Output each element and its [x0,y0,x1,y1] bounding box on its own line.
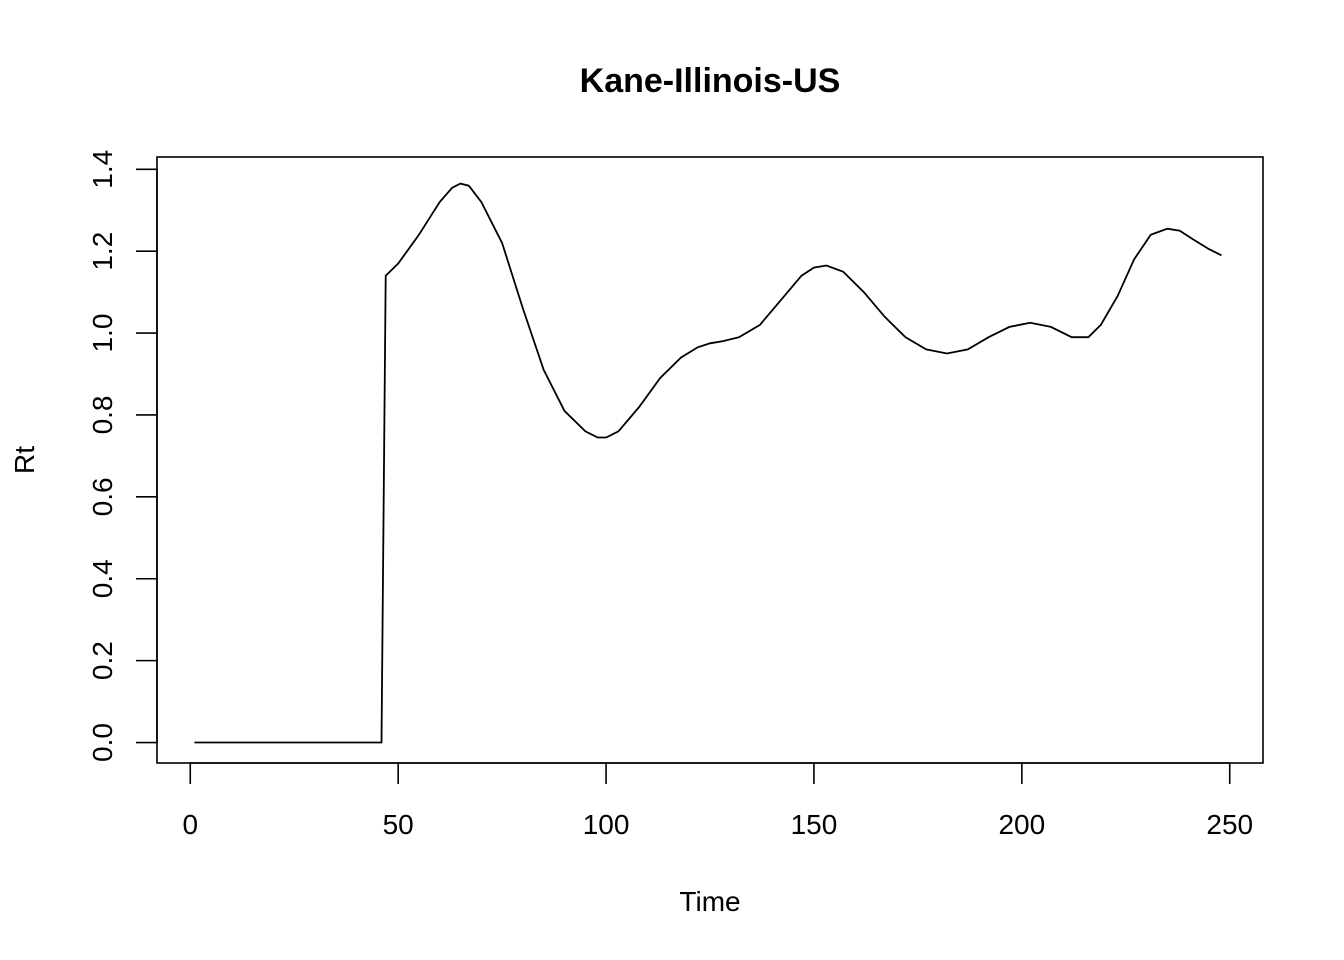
y-tick-label: 0.2 [87,641,118,680]
chart-title: Kane-Illinois-US [580,62,841,100]
y-tick-label: 1.0 [87,314,118,353]
x-axis-label: Time [679,886,740,917]
y-tick-label: 0.4 [87,559,118,598]
y-axis-label: Rt [9,446,40,474]
y-tick-label: 0.0 [87,723,118,762]
x-tick-label: 50 [383,809,414,840]
y-tick-label: 1.2 [87,232,118,271]
x-tick-label: 200 [998,809,1045,840]
x-tick-label: 0 [182,809,198,840]
y-tick-label: 1.4 [87,150,118,189]
x-tick-label: 100 [583,809,630,840]
x-tick-label: 150 [791,809,838,840]
y-tick-label: 0.8 [87,395,118,434]
rt-series-line [194,182,1222,744]
x-axis: 0 50 100 150 200 250 [182,762,1253,840]
plot-frame [156,156,1264,764]
x-tick-label: 250 [1206,809,1253,840]
y-axis: 0.0 0.2 0.4 0.6 0.8 1.0 1.2 1.4 [87,150,158,762]
y-tick-label: 0.6 [87,477,118,516]
